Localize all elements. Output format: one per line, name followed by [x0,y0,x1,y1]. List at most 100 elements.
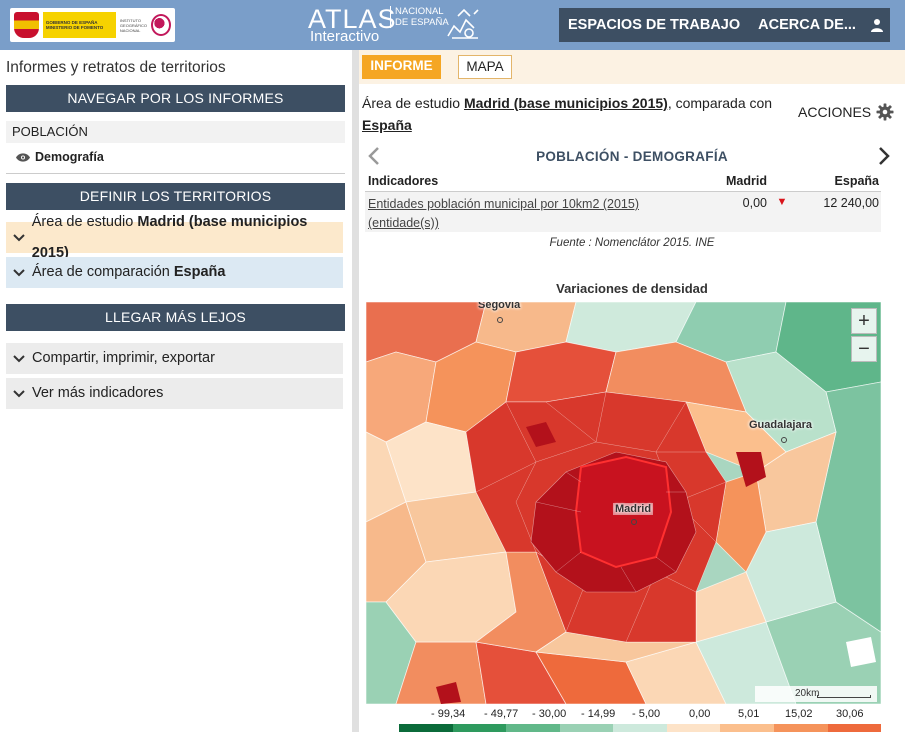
study-line-prefix: Área de estudio [362,95,464,111]
atlas-sub: Interactivo [310,28,380,45]
col-indicators: Indicadores [368,173,439,188]
scale-line [817,695,871,698]
value-madrid: 0,00 [742,196,767,210]
browse-reports-header[interactable]: NAVEGAR POR LOS INFORMES [6,85,345,112]
ign-logo-icon [151,14,171,36]
comparison-area-prefix: Área de comparación [32,264,174,280]
report-panel: INFORME MAPA Área de estudio Madrid (bas… [359,50,905,732]
gov-ministry-text: MINISTERIO DE FOMENTO [45,25,104,30]
legend-value-2: - 30,00 [532,708,567,720]
legend-swatch-3 [559,724,614,732]
sidebar-title: Informes y retratos de territorios [6,59,226,76]
chevron-down-icon [12,266,26,280]
study-area-prefix: Área de estudio [31,213,138,230]
divider [6,173,345,174]
legend-color-bar [399,724,882,732]
share-label: Compartir, imprimir, exportar [32,350,215,366]
chevron-left-icon[interactable] [367,146,381,166]
nav-workspaces-button[interactable]: ESPACIOS DE TRABAJO [568,17,741,33]
category-poblacion[interactable]: POBLACIÓN [6,121,345,143]
map-label-guadalajara: Guadalajara [749,419,812,431]
share-accordion[interactable]: Compartir, imprimir, exportar [6,343,343,374]
user-icon[interactable] [865,8,890,42]
legend-value-3: - 14,99 [581,708,616,720]
chevron-right-icon[interactable] [877,146,891,166]
zoom-out-button[interactable]: − [851,336,877,362]
nav-about-button[interactable]: ACERCA DE... [758,17,856,33]
density-map[interactable]: Segovia Guadalajara Madrid + − 20km [366,302,881,704]
atlas-logo[interactable]: ATLAS Interactivo NACIONAL DE ESPAÑA [308,4,488,46]
actions-label: ACCIONES [798,104,872,120]
tab-informe[interactable]: INFORME [362,55,441,79]
legend-swatch-8 [827,724,882,732]
legend-swatch-1 [452,724,507,732]
comparison-area-accordion[interactable]: Área de comparación España [6,257,343,288]
eye-icon [16,152,30,162]
go-further-header[interactable]: LLEGAR MÁS LEJOS [6,304,345,331]
value-spain: 12 240,00 [823,196,879,210]
indicator-link[interactable]: Entidades población municipal por 10km2 … [368,197,639,230]
legend-value-7: 15,02 [785,708,813,720]
gear-icon [876,103,894,121]
indicator-header: POBLACIÓN - DEMOGRAFÍA [359,146,893,168]
report-tree: POBLACIÓN Demografía [6,121,345,173]
legend-value-4: - 5,00 [632,708,661,720]
triangle-down-icon: ▼ [776,196,788,208]
chevron-down-icon [12,387,26,401]
tab-mapa[interactable]: MAPA [458,55,512,79]
government-logo: GOBIERNO DE ESPAÑA MINISTERIO DE FOMENTO… [10,8,175,42]
legend-value-8: 30,06 [836,708,864,720]
coat-of-arms-icon [14,12,39,38]
atlas-globe-icon [447,8,479,39]
scale-label: 20km [795,688,820,699]
study-line-mid: , comparada con [667,95,773,111]
tab-bar: INFORME MAPA [359,50,905,84]
gov-institute-text: INSTITUTO GEOGRÁFICO NACIONAL [119,17,148,33]
app-header: GOBIERNO DE ESPAÑA MINISTERIO DE FOMENTO… [0,0,905,50]
chevron-down-icon [12,352,26,366]
actions-button[interactable]: ACCIONES [798,103,894,121]
legend-value-5: 0,00 [689,708,711,720]
legend-value-0: - 99,34 [431,708,466,720]
map-title: Variaciones de densidad [556,281,708,296]
sidebar: Informes y retratos de territorios NAVEG… [0,50,352,732]
study-area-name: Madrid (base municipios 2015) [31,213,308,261]
table-header: Indicadores Madrid España [365,170,881,192]
study-line-name-link[interactable]: Madrid (base municipios 2015) [463,95,668,111]
study-area-accordion[interactable]: Área de estudio Madrid (base municipios … [6,214,343,261]
legend-swatch-4 [613,724,667,732]
col-spain: España [834,173,879,188]
indicator-table: Indicadores Madrid España Entidades pobl… [365,170,881,232]
legend-swatch-0 [399,724,453,732]
legend-swatch-6 [720,724,774,732]
legend-value-6: 5,01 [738,708,760,720]
comparison-area-name: España [173,264,226,280]
legend-value-1: - 49,77 [484,708,519,720]
study-description: Área de estudio Madrid (base municipios … [362,92,782,136]
map-label-madrid: Madrid [613,503,654,515]
atlas-word: ATLAS [308,4,397,34]
chevron-down-icon [12,231,26,245]
zoom-in-button[interactable]: + [851,308,877,334]
define-territories-header[interactable]: DEFINIR LOS TERRITORIOS [6,183,345,210]
atlas-national: NACIONAL DE ESPAÑA [390,6,452,28]
indicator-title: POBLACIÓN - DEMOGRAFÍA [536,149,728,164]
table-row: Entidades población municipal por 10km2 … [365,192,881,232]
report-demografia[interactable]: Demografía [6,143,345,171]
panel-splitter[interactable] [352,50,359,732]
map-scale: 20km [755,686,877,702]
gov-logo-text: GOBIERNO DE ESPAÑA [45,19,98,25]
gov-band: GOBIERNO DE ESPAÑA MINISTERIO DE FOMENTO [42,12,116,38]
report-demografia-label: Demografía [35,150,104,164]
col-madrid: Madrid [726,173,767,188]
legend-swatch-2 [506,724,560,732]
more-indicators-accordion[interactable]: Ver más indicadores [6,378,343,409]
legend-swatch-5 [666,724,721,732]
legend-values: - 99,34 - 49,77 - 30,00 - 14,99 - 5,00 0… [399,708,905,722]
study-line-compare-link[interactable]: España [362,117,412,133]
source-note: Fuente : Nomenclátor 2015. INE [549,237,715,249]
legend-swatch-7 [773,724,828,732]
choropleth-svg [366,302,881,704]
map-label-segovia: Segovia [478,302,521,311]
top-navigation: ESPACIOS DE TRABAJO ACERCA DE... [559,8,890,42]
